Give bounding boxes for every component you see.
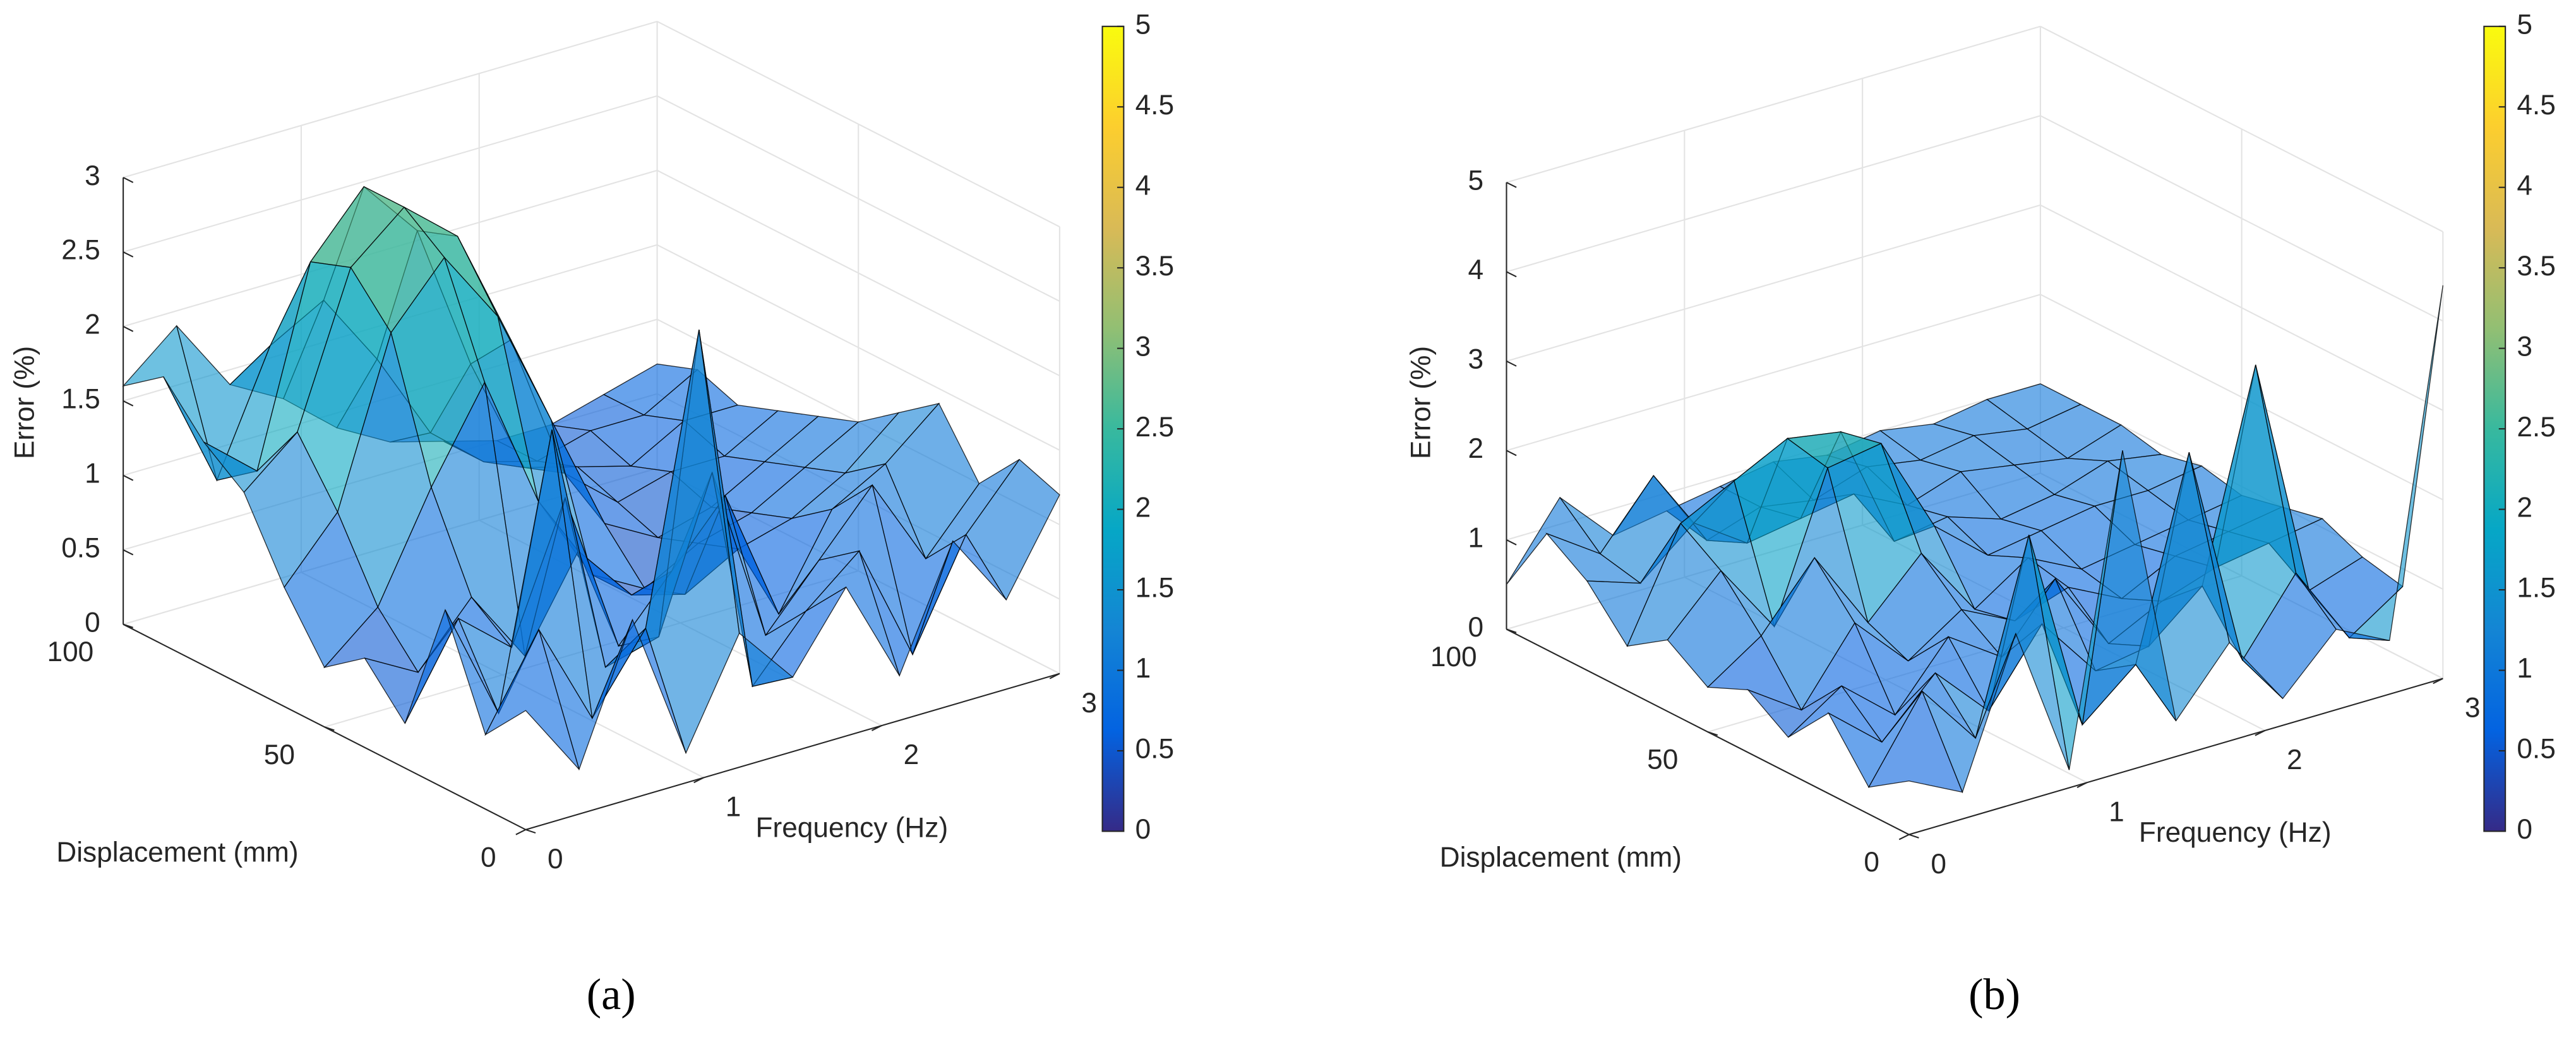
y-tick	[1908, 834, 1919, 839]
z-tick-label: 1.5	[61, 384, 100, 415]
surface-cell	[1867, 690, 1963, 793]
grid-line	[1506, 294, 2041, 451]
x-axis	[525, 672, 1060, 830]
colorbar-tick-label: 4	[1135, 170, 1151, 201]
colorbar-tick-label: 3	[2517, 331, 2532, 362]
grid-line	[123, 95, 657, 253]
colorbar-tick-label: 1.5	[1135, 573, 1174, 604]
z-tick	[1506, 181, 1517, 188]
colorbar-tick-label: 5	[2517, 9, 2532, 40]
z-axis-label: Error (%)	[1406, 346, 1437, 459]
z-tick	[1506, 361, 1517, 367]
colorbar-tick-label: 5	[1135, 9, 1151, 40]
z-tick-label: 5	[1468, 165, 1483, 196]
colorbar-tick-label: 1	[2517, 653, 2532, 684]
colorbar-tick-label: 1	[1135, 653, 1151, 684]
x-tick	[515, 828, 526, 835]
z-tick-label: 2	[85, 309, 100, 340]
y-axis-label: Displacement (mm)	[1440, 842, 1682, 873]
y-tick-label: 0	[1864, 847, 1879, 878]
z-tick	[1506, 271, 1517, 278]
z-tick	[123, 474, 134, 481]
y-axis	[123, 623, 526, 830]
x-tick-label: 3	[1081, 688, 1097, 719]
z-tick-label: 0	[85, 607, 100, 638]
x-axis	[1908, 678, 2443, 835]
y-tick-label: 100	[1430, 642, 1477, 672]
y-tick	[525, 828, 536, 834]
z-tick	[123, 549, 134, 556]
y-tick	[1707, 731, 1718, 736]
grid-line	[1506, 204, 2041, 362]
panel-caption: (a)	[587, 970, 636, 1019]
z-tick	[1506, 539, 1517, 546]
x-tick-label: 0	[548, 844, 563, 875]
colorbar-tick-label: 0	[1135, 814, 1151, 845]
panel-caption: (b)	[1968, 970, 2020, 1019]
surface-plot	[122, 20, 1125, 835]
z-tick	[123, 326, 134, 332]
x-tick	[1049, 672, 1060, 679]
colorbar-tick-label: 0	[2517, 814, 2532, 845]
colorbar-tick-label: 3.5	[2517, 251, 2555, 282]
y-tick-label: 50	[1647, 744, 1678, 775]
colorbar-tick-label: 4.5	[2517, 90, 2555, 121]
z-tick-label: 1	[85, 458, 100, 489]
x-tick	[693, 777, 704, 784]
colorbar-tick-label: 2.5	[1135, 412, 1174, 443]
y-axis-label: Displacement (mm)	[56, 837, 298, 868]
z-tick-label: 3	[85, 160, 100, 191]
x-axis-label: Frequency (Hz)	[2139, 817, 2332, 848]
z-tick	[1506, 450, 1517, 457]
grid-line	[1506, 115, 2041, 273]
z-tick	[123, 623, 134, 630]
z-axis-label: Error (%)	[9, 346, 40, 459]
y-tick-label: 50	[264, 739, 295, 770]
grid-line	[1506, 25, 2041, 183]
y-tick-label: 100	[47, 637, 93, 667]
z-tick-label: 3	[1468, 344, 1483, 375]
x-tick-label: 1	[726, 792, 741, 823]
colorbar-tick-label: 2	[2517, 492, 2532, 523]
colorbar-tick-label: 4.5	[1135, 90, 1174, 121]
colorbar-tick-label: 0.5	[2517, 734, 2555, 765]
z-tick-label: 0.5	[61, 532, 100, 563]
x-tick	[2255, 729, 2265, 736]
y-tick	[324, 726, 335, 731]
x-axis-label: Frequency (Hz)	[755, 812, 948, 843]
x-tick-label: 1	[2109, 796, 2124, 827]
z-tick-label: 4	[1468, 254, 1483, 285]
colorbar-tick-label: 2.5	[2517, 412, 2555, 443]
z-tick-label: 2	[1468, 433, 1483, 464]
x-tick	[1898, 834, 1910, 840]
y-tick-label: 0	[481, 842, 496, 873]
x-tick	[872, 725, 882, 731]
x-tick-label: 0	[1931, 849, 1946, 880]
z-tick	[123, 400, 134, 407]
z-tick-label: 0	[1468, 612, 1483, 643]
colorbar-tick-label: 0.5	[1135, 734, 1174, 765]
surface-cell	[965, 458, 1060, 601]
surface-plot	[1506, 25, 2507, 840]
x-tick-label: 2	[2287, 744, 2303, 775]
colorbar-tick-label: 2	[1135, 492, 1151, 523]
colorbar-tick-label: 1.5	[2517, 573, 2555, 604]
z-tick	[123, 251, 134, 258]
x-tick-label: 2	[904, 739, 920, 770]
x-tick-label: 3	[2465, 693, 2481, 724]
x-tick	[2433, 678, 2443, 684]
colorbar-tick-label: 3.5	[1135, 251, 1174, 282]
colorbar-tick-label: 3	[1135, 331, 1151, 362]
z-tick-label: 2.5	[61, 235, 100, 266]
z-tick-label: 1	[1468, 523, 1483, 554]
z-tick	[123, 177, 134, 183]
x-tick	[2076, 782, 2088, 789]
surface-cell	[484, 628, 580, 770]
z-tick	[1506, 628, 1517, 635]
colorbar-tick-label: 4	[2517, 170, 2532, 201]
grid-line	[123, 20, 657, 179]
